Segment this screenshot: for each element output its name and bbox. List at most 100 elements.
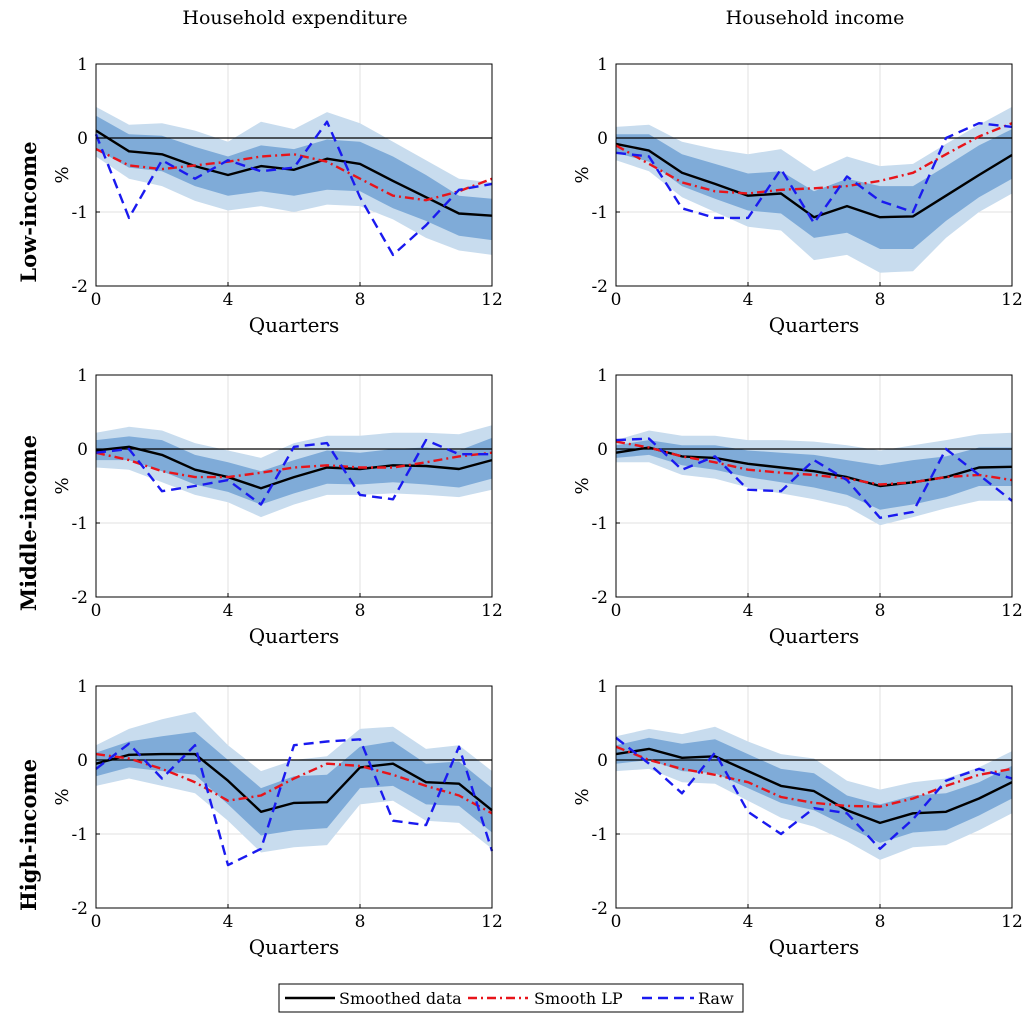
y-tick-label: 1 (77, 677, 88, 697)
row-label-low-income: Low-income (16, 141, 41, 282)
x-tick-label: 12 (1001, 601, 1023, 621)
x-tick-label: 0 (91, 290, 102, 310)
y-tick-label: -1 (591, 203, 608, 223)
series-line-raw (95, 738, 494, 867)
series-line-raw (615, 736, 1013, 850)
series-line-smoothed-data (95, 752, 493, 813)
y-tick-label: -2 (591, 899, 608, 919)
column-title-expenditure: Household expenditure (182, 7, 407, 29)
panel-low-income-household-expenditure: 0 4 8 12 -2 -1 0 1 Quarters% (52, 55, 503, 337)
panel-high-income-household-expenditure: 0 4 8 12 -2 -1 0 1 Quarters% (52, 677, 503, 959)
y-axis-label: % (52, 788, 73, 805)
y-tick-label: -2 (71, 899, 88, 919)
series-line-smooth-lp (95, 752, 493, 815)
x-tick-label: 0 (611, 912, 622, 932)
y-tick-label: -1 (71, 825, 88, 845)
y-axis-label: % (572, 788, 593, 805)
confidence-band-inner (616, 129, 1012, 249)
x-tick-label: 0 (91, 601, 102, 621)
x-tick-label: 4 (743, 290, 754, 310)
y-tick-label: -1 (591, 825, 608, 845)
x-tick-label: 4 (743, 601, 754, 621)
y-tick-label: 1 (597, 677, 608, 697)
axes-frame (95, 685, 493, 909)
x-tick-label: 8 (875, 912, 886, 932)
y-tick-label: 1 (597, 366, 608, 386)
series-line-smoothed-data (615, 446, 1013, 488)
legend-label-raw: Raw (698, 989, 734, 1008)
axes-frame (615, 685, 1013, 909)
x-tick-label: 4 (223, 912, 234, 932)
x-axis-label: Quarters (769, 935, 859, 959)
axes-frame (95, 374, 493, 598)
axes-frame (95, 63, 493, 287)
x-tick-label: 8 (355, 290, 366, 310)
series-line-smoothed-data (615, 747, 1013, 825)
axes-frame (615, 374, 1013, 598)
y-tick-label: 0 (597, 440, 608, 460)
confidence-band-inner (96, 436, 492, 505)
x-tick-label: 8 (875, 601, 886, 621)
series-line-smoothed-data (95, 129, 493, 217)
legend: Smoothed data Smooth LP Raw (278, 983, 744, 1013)
y-tick-label: 0 (77, 751, 88, 771)
legend-label-smooth-lp: Smooth LP (534, 989, 623, 1008)
panel-middle-income-household-expenditure: 0 4 8 12 -2 -1 0 1 Quarters% (52, 366, 503, 648)
x-tick-label: 0 (91, 912, 102, 932)
x-axis-label: Quarters (769, 624, 859, 648)
y-tick-label: -1 (71, 203, 88, 223)
panel-middle-income-household-income: 0 4 8 12 -2 -1 0 1 Quarters% (572, 366, 1023, 648)
y-tick-label: -2 (71, 277, 88, 297)
y-axis-label: % (52, 477, 73, 494)
y-tick-label: 1 (77, 55, 88, 75)
y-axis-label: % (572, 166, 593, 183)
series-line-raw (615, 437, 1013, 519)
column-title-income: Household income (726, 7, 905, 29)
x-axis-label: Quarters (249, 313, 339, 337)
x-tick-label: 4 (223, 601, 234, 621)
axes-frame (615, 63, 1013, 287)
x-axis-label: Quarters (249, 624, 339, 648)
series-line-smooth-lp (95, 148, 493, 202)
x-axis-label: Quarters (769, 313, 859, 337)
series-line-smoothed-data (615, 142, 1013, 219)
series-line-smooth-lp (615, 745, 1013, 808)
x-tick-label: 12 (481, 601, 503, 621)
x-tick-label: 4 (223, 290, 234, 310)
y-tick-label: -2 (591, 588, 608, 608)
x-tick-label: 8 (355, 912, 366, 932)
x-tick-label: 12 (481, 912, 503, 932)
y-tick-label: -2 (591, 277, 608, 297)
series-line-raw (94, 120, 493, 257)
y-tick-label: -1 (591, 514, 608, 534)
row-label-middle-income: Middle-income (16, 435, 41, 611)
y-tick-label: 1 (77, 366, 88, 386)
x-tick-label: 12 (1001, 290, 1023, 310)
x-tick-label: 0 (611, 601, 622, 621)
series-line-smooth-lp (615, 122, 1013, 195)
x-tick-label: 12 (481, 290, 503, 310)
confidence-band-inner (96, 115, 492, 241)
legend-label-smoothed: Smoothed data (339, 989, 462, 1008)
y-tick-label: 0 (77, 129, 88, 149)
series-line-raw (95, 438, 492, 506)
series-line-smoothed-data (95, 445, 493, 490)
x-tick-label: 0 (611, 290, 622, 310)
y-tick-label: 1 (597, 55, 608, 75)
y-tick-label: 0 (77, 440, 88, 460)
x-tick-label: 4 (743, 912, 754, 932)
x-tick-label: 8 (875, 290, 886, 310)
panel-high-income-household-income: 0 4 8 12 -2 -1 0 1 Quarters% (572, 677, 1023, 959)
y-tick-label: 0 (597, 129, 608, 149)
row-label-high-income: High-income (16, 759, 41, 911)
x-axis-label: Quarters (249, 935, 339, 959)
y-tick-label: -1 (71, 514, 88, 534)
x-tick-label: 8 (355, 601, 366, 621)
y-axis-label: % (52, 166, 73, 183)
panel-low-income-household-income: 0 4 8 12 -2 -1 0 1 Quarters% (572, 55, 1023, 337)
confidence-band-inner (96, 731, 492, 836)
series-line-raw (615, 121, 1013, 225)
y-axis-label: % (572, 477, 593, 494)
